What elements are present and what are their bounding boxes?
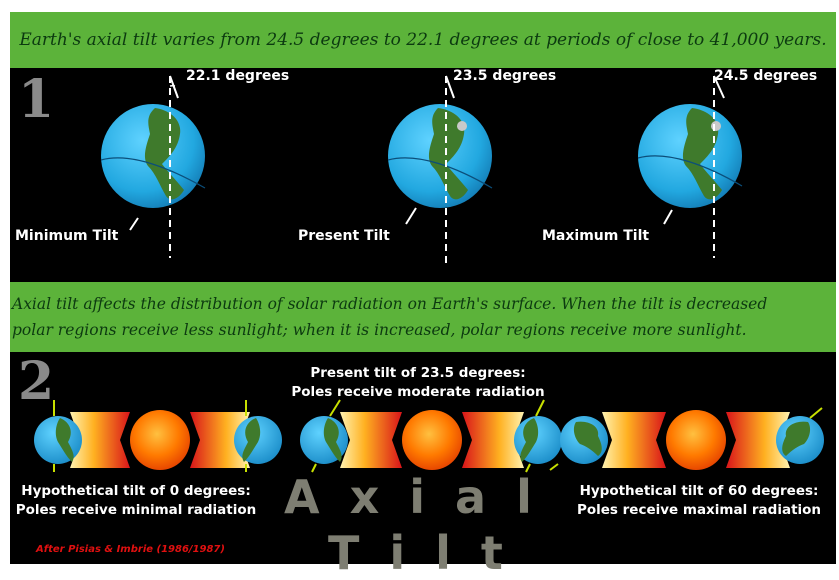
zero-caption-line2: Poles receive minimal radiation xyxy=(15,502,257,518)
title-word-axial: Axial xyxy=(284,470,562,524)
section-tilt-range: 1 xyxy=(10,68,836,282)
tilt-globes-graphic xyxy=(100,75,743,263)
radiation-set-sixty-tilt xyxy=(549,407,824,471)
header-text: Earth's axial tilt varies from 24.5 degr… xyxy=(19,30,827,50)
section-number-1: 1 xyxy=(18,69,55,130)
radiation-set-present-tilt xyxy=(300,399,562,473)
present-caption-line1: Present tilt of 23.5 degrees: xyxy=(310,365,526,381)
title-word-tilt: Tilt xyxy=(328,526,533,580)
present-tilt-caption: Present tilt of 23.5 degrees: Poles rece… xyxy=(248,364,588,402)
zero-tilt-caption: Hypothetical tilt of 0 degrees: Poles re… xyxy=(6,482,266,520)
credit-text: After Pisias & Imbrie (1986/1987) xyxy=(36,544,225,555)
zero-caption-line1: Hypothetical tilt of 0 degrees: xyxy=(21,483,251,499)
middle-banner: Axial tilt affects the distribution of s… xyxy=(10,282,836,352)
label-present-tilt: Present Tilt xyxy=(298,228,390,244)
present-caption-line2: Poles receive moderate radiation xyxy=(291,384,545,400)
middle-text-line1: Axial tilt affects the distribution of s… xyxy=(12,295,768,313)
sixty-caption-line1: Hypothetical tilt of 60 degrees: xyxy=(579,483,819,499)
degrees-label-minimum: 22.1 degrees xyxy=(186,68,290,84)
globe-maximum xyxy=(637,104,743,208)
label-maximum-tilt: Maximum Tilt xyxy=(542,228,650,244)
header-banner: Earth's axial tilt varies from 24.5 degr… xyxy=(10,12,836,68)
section-number-2: 2 xyxy=(18,351,55,412)
globe-minimum xyxy=(100,104,206,208)
degrees-label-maximum: 24.5 degrees xyxy=(714,68,818,84)
degrees-label-present: 23.5 degrees xyxy=(453,68,557,84)
section-radiation: 2 xyxy=(10,351,836,580)
radiation-graphic xyxy=(34,399,824,473)
sixty-tilt-caption: Hypothetical tilt of 60 degrees: Poles r… xyxy=(568,482,830,520)
middle-text-line2: polar regions receive less sunlight; whe… xyxy=(12,321,747,339)
sixty-caption-line2: Poles receive maximal radiation xyxy=(576,502,822,518)
globe-present xyxy=(387,104,493,208)
radiation-set-zero-tilt xyxy=(34,400,282,472)
label-minimum-tilt: Minimum Tilt xyxy=(15,228,119,244)
